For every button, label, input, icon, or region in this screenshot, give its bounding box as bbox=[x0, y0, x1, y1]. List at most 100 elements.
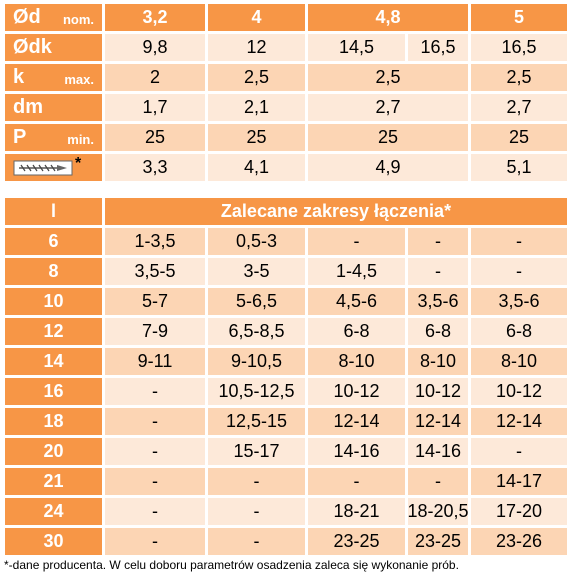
joining-range-table: l Zalecane zakresy łączenia* 6 1-3,5 0,5-3… bbox=[5, 198, 567, 555]
table-cell: 1,7 bbox=[105, 94, 205, 121]
table-cell: 2,5 bbox=[208, 64, 305, 91]
table-cell: 2,7 bbox=[471, 94, 567, 121]
table-cell: - bbox=[105, 438, 205, 465]
table-cell: 14,5 bbox=[308, 34, 405, 61]
length-cell: 24 bbox=[5, 498, 102, 525]
table-cell: 14-17 bbox=[471, 468, 567, 495]
table-cell: - bbox=[471, 228, 567, 255]
length-cell: 30 bbox=[5, 528, 102, 555]
table-cell: 23-25 bbox=[308, 528, 405, 555]
table-cell: - bbox=[208, 468, 305, 495]
table-cell: - bbox=[105, 528, 205, 555]
drill-bit-label: * bbox=[5, 154, 102, 181]
table-cell: 25 bbox=[208, 124, 305, 151]
table-cell: 9-11 bbox=[105, 348, 205, 375]
table-cell: - bbox=[208, 498, 305, 525]
table-cell: - bbox=[471, 258, 567, 285]
table-cell: 17-20 bbox=[471, 498, 567, 525]
table-cell: - bbox=[308, 468, 405, 495]
length-cell: 6 bbox=[5, 228, 102, 255]
table-cell: 3,5-6 bbox=[408, 288, 468, 315]
table-cell: - bbox=[471, 438, 567, 465]
table-cell: 2 bbox=[105, 64, 205, 91]
col-header-5: 5 bbox=[471, 4, 567, 31]
table-cell: 25 bbox=[471, 124, 567, 151]
col-header-4: 4 bbox=[208, 4, 305, 31]
table-cell: 14-16 bbox=[408, 438, 468, 465]
length-cell: 21 bbox=[5, 468, 102, 495]
table-cell: 4,5-6 bbox=[308, 288, 405, 315]
table-cell: 12 bbox=[208, 34, 305, 61]
table-cell: 10-12 bbox=[308, 378, 405, 405]
table-cell: 10-12 bbox=[408, 378, 468, 405]
table-cell: 8-10 bbox=[471, 348, 567, 375]
table-cell: 6-8 bbox=[471, 318, 567, 345]
table-cell: - bbox=[208, 528, 305, 555]
table-cell: 2,5 bbox=[471, 64, 567, 91]
table-cell: 5-6,5 bbox=[208, 288, 305, 315]
col-header-3-2: 3,2 bbox=[105, 4, 205, 31]
table-cell: 6-8 bbox=[308, 318, 405, 345]
table-cell: 1-3,5 bbox=[105, 228, 205, 255]
table-cell: 3,5-6 bbox=[471, 288, 567, 315]
table-cell: 8-10 bbox=[308, 348, 405, 375]
table-cell: 9,8 bbox=[105, 34, 205, 61]
table-cell: 2,7 bbox=[308, 94, 468, 121]
table-cell: 3-5 bbox=[208, 258, 305, 285]
joining-range-title: Zalecane zakresy łączenia* bbox=[105, 198, 567, 225]
table-cell: - bbox=[408, 468, 468, 495]
table-cell: 8-10 bbox=[408, 348, 468, 375]
table-cell: 10,5-12,5 bbox=[208, 378, 305, 405]
table-cell: - bbox=[105, 408, 205, 435]
table-cell: - bbox=[408, 258, 468, 285]
table-cell: 18-21 bbox=[308, 498, 405, 525]
table-cell: 16,5 bbox=[408, 34, 468, 61]
table-cell: 10-12 bbox=[471, 378, 567, 405]
table-cell: 12-14 bbox=[408, 408, 468, 435]
table-cell: 5,1 bbox=[471, 154, 567, 181]
table-cell: 1-4,5 bbox=[308, 258, 405, 285]
length-header: l bbox=[5, 198, 102, 225]
length-cell: 12 bbox=[5, 318, 102, 345]
table-cell: 2,5 bbox=[308, 64, 468, 91]
table-cell: - bbox=[105, 378, 205, 405]
table-cell: 16,5 bbox=[471, 34, 567, 61]
table-cell: 4,9 bbox=[308, 154, 468, 181]
table-cell: - bbox=[308, 228, 405, 255]
diameter-nominal-label: Ød nom. bbox=[5, 4, 102, 31]
table-cell: 23-26 bbox=[471, 528, 567, 555]
table-cell: 18-20,5 bbox=[407, 498, 469, 525]
length-cell: 18 bbox=[5, 408, 102, 435]
table-cell: 9-10,5 bbox=[208, 348, 305, 375]
drill-footnote-star: * bbox=[75, 155, 82, 172]
rivet-dimensions-table: Ød nom. 3,2 4 4,8 5 Ødk 9,8 12 14,5 16,5… bbox=[5, 4, 567, 181]
table-cell: 6-8 bbox=[408, 318, 468, 345]
table-cell: 12-14 bbox=[308, 408, 405, 435]
table-cell: 12-14 bbox=[471, 408, 567, 435]
length-cell: 8 bbox=[5, 258, 102, 285]
length-cell: 14 bbox=[5, 348, 102, 375]
mandrel-diameter-label: dm bbox=[5, 94, 102, 121]
table-cell: 15-17 bbox=[208, 438, 305, 465]
col-header-4-8: 4,8 bbox=[308, 4, 468, 31]
table-cell: 5-7 bbox=[105, 288, 205, 315]
table-cell: 12,5-15 bbox=[208, 408, 305, 435]
table-cell: 7-9 bbox=[105, 318, 205, 345]
table-cell: - bbox=[408, 228, 468, 255]
table-cell: 3,5-5 bbox=[105, 258, 205, 285]
length-cell: 10 bbox=[5, 288, 102, 315]
table-cell: 25 bbox=[308, 124, 468, 151]
length-cell: 20 bbox=[5, 438, 102, 465]
head-height-label: k max. bbox=[5, 64, 102, 91]
table-cell: - bbox=[105, 498, 205, 525]
footnote: *-dane producenta. W celu doboru paramet… bbox=[4, 558, 459, 572]
drill-bit-icon bbox=[13, 160, 73, 175]
table-cell: 23-25 bbox=[408, 528, 468, 555]
table-cell: 4,1 bbox=[208, 154, 305, 181]
length-cell: 16 bbox=[5, 378, 102, 405]
table-cell: 3,3 bbox=[105, 154, 205, 181]
table-cell: 6,5-8,5 bbox=[208, 318, 305, 345]
head-diameter-label: Ødk bbox=[5, 34, 102, 61]
table-cell: 14-16 bbox=[308, 438, 405, 465]
